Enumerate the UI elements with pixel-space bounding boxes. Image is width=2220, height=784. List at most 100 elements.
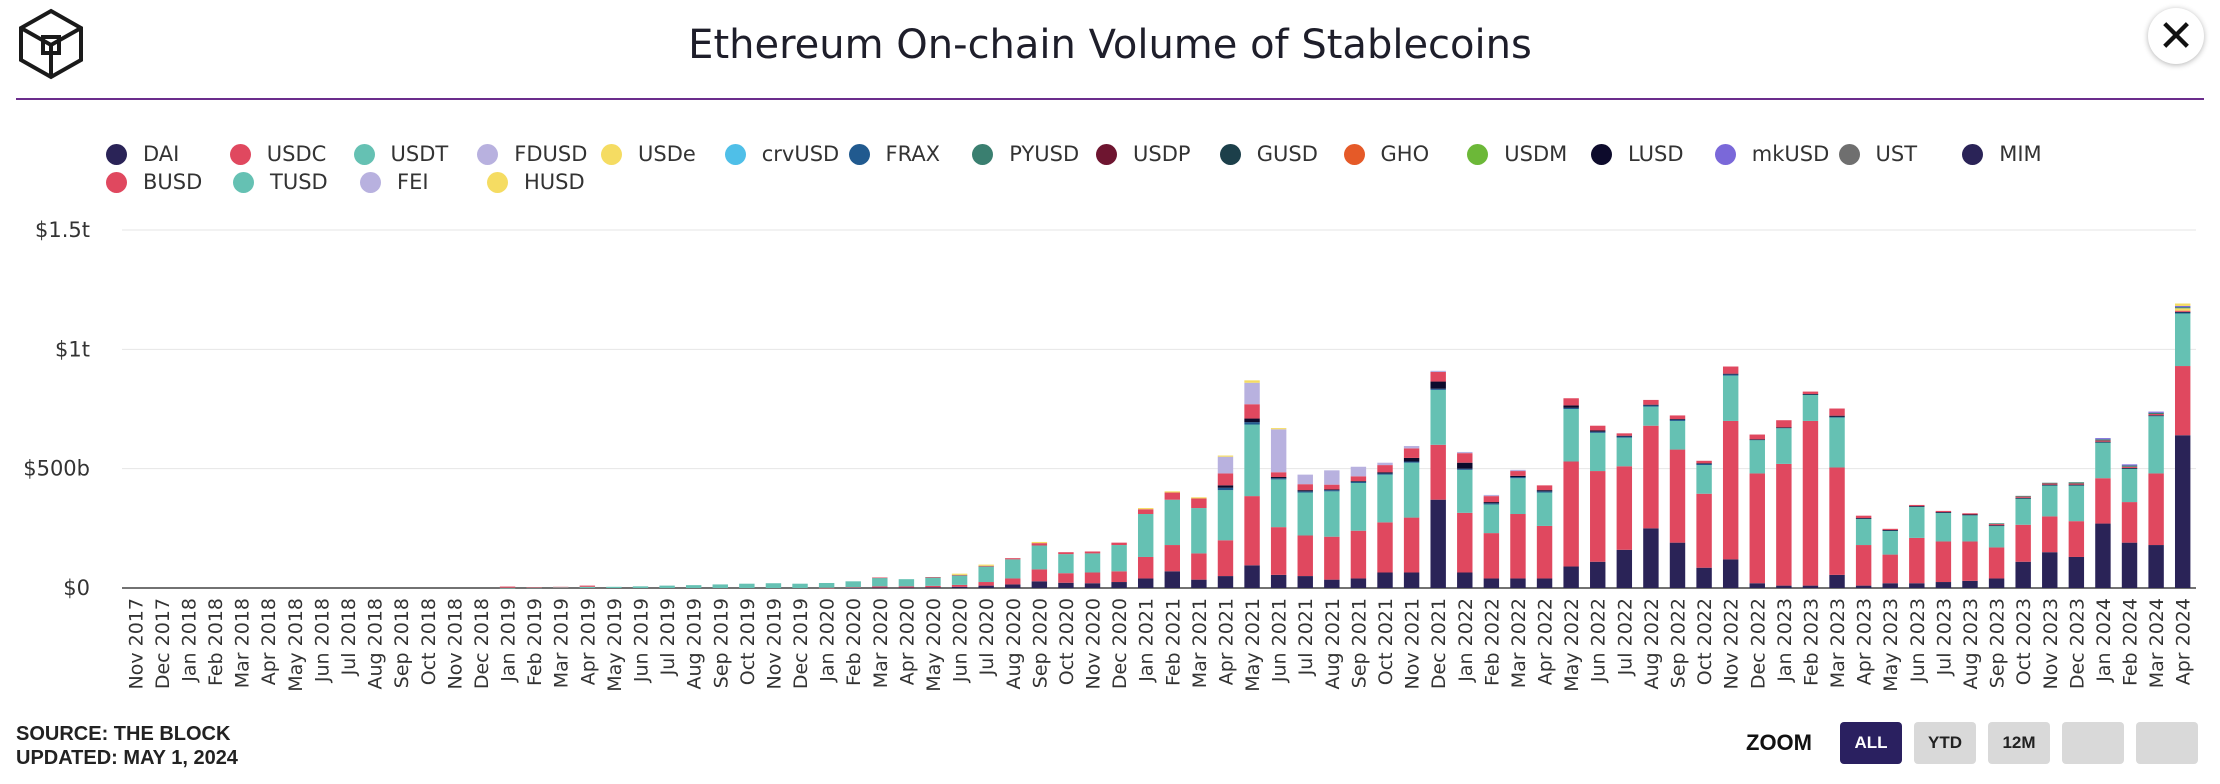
legend-item-pyusd[interactable]: PYUSD — [972, 140, 1096, 168]
bar-segment-usdc — [1802, 420, 1819, 586]
zoom-extra-button-2[interactable] — [2136, 722, 2198, 764]
legend-item-mim[interactable]: MIM — [1962, 140, 2086, 168]
bar-segment-dai — [2095, 523, 2111, 588]
x-tick-label: Jun 2019 — [631, 598, 653, 683]
bar-segment-frax — [1829, 416, 1845, 418]
bar-segment-dai — [1802, 585, 1819, 588]
bar-segment-lusd — [1324, 489, 1340, 491]
bar-segment-usdt — [1164, 499, 1180, 546]
bar-segment-usdc — [1563, 461, 1579, 567]
x-tick-label: Nov 2021 — [1402, 598, 1424, 689]
legend-item-busd[interactable]: BUSD — [106, 168, 233, 196]
bar-segment-busd — [499, 586, 516, 588]
bar-segment-usdt — [659, 585, 675, 588]
bar-segment-dai — [2121, 542, 2138, 588]
bar-segment-dai — [1164, 571, 1180, 588]
bar-segment-dai — [1058, 582, 1074, 588]
bar-segment-busd — [1669, 415, 1686, 420]
x-tick-label: Sep 2020 — [1029, 598, 1051, 688]
legend-item-usdm[interactable]: USDM — [1467, 140, 1591, 168]
bar-segment-usdc — [1749, 473, 1765, 584]
bar-segment-lusd — [1270, 477, 1287, 479]
bar-segment-usdt — [1616, 437, 1633, 467]
x-tick-label: Feb 2023 — [1800, 598, 1822, 686]
legend-item-usdc[interactable]: USDC — [229, 140, 354, 168]
x-tick-label: Mar 2022 — [1508, 598, 1530, 688]
bar-segment-usdc — [1776, 463, 1792, 586]
x-tick-label: Oct 2018 — [418, 598, 440, 685]
bar-segment-usdc — [1084, 572, 1101, 584]
x-tick-label: Nov 2018 — [444, 598, 466, 689]
bar-segment-lusd — [1855, 518, 1872, 519]
bar-segment-usdt — [1270, 479, 1287, 528]
y-tick-label: $1t — [55, 337, 90, 361]
zoom-all-button[interactable]: ALL — [1840, 722, 1902, 764]
x-tick-label: Dec 2018 — [471, 598, 493, 689]
legend-item-usdp[interactable]: USDP — [1096, 140, 1220, 168]
x-tick-label: Nov 2022 — [1721, 598, 1743, 689]
bar-segment-busd — [1244, 404, 1260, 419]
bar-segment-frax — [1590, 431, 1606, 433]
x-tick-label: Jun 2020 — [950, 598, 972, 683]
legend-label: HUSD — [524, 170, 585, 194]
bar-segment-usdt — [1909, 506, 1925, 538]
bar-segment-busd — [1483, 496, 1500, 503]
legend-item-usdt[interactable]: USDT — [353, 140, 478, 168]
bar-segment-usdc — [1111, 571, 1127, 583]
zoom-ytd-button[interactable]: YTD — [1914, 722, 1976, 764]
bar-segment-usdt — [1988, 525, 2005, 548]
bar-segment-usdt — [978, 566, 994, 583]
legend-item-fei[interactable]: FEI — [360, 168, 487, 196]
bar-segment-busd — [1909, 504, 1925, 507]
bar-segment-usdc — [1722, 420, 1739, 560]
bar-segment-fei — [1510, 469, 1526, 472]
the-block-logo[interactable] — [16, 8, 86, 80]
bar-segment-usdt — [845, 581, 861, 588]
bar-segment-busd — [925, 577, 941, 578]
bar-segment-usdc — [2148, 473, 2164, 546]
bar-segment-dai — [1457, 572, 1473, 588]
legend-item-mkusd[interactable]: mkUSD — [1714, 140, 1839, 168]
bar-segment-usdt — [1802, 394, 1819, 421]
close-button[interactable]: ✕ — [2148, 8, 2204, 64]
legend-item-tusd[interactable]: TUSD — [233, 168, 360, 196]
bar-segment-usdt — [1244, 424, 1260, 497]
legend-label: GHO — [1380, 142, 1430, 166]
bar-segment-usdc — [1643, 425, 1659, 529]
bar-segment-usdt — [1669, 420, 1686, 450]
y-tick-label: $500b — [23, 457, 90, 481]
bar-segment-frax — [1510, 477, 1526, 479]
legend-item-gusd[interactable]: GUSD — [1219, 140, 1344, 168]
x-tick-label: Mar 2021 — [1189, 598, 1211, 688]
legend-item-frax[interactable]: FRAX — [848, 140, 973, 168]
bar-segment-busd — [1776, 420, 1792, 428]
zoom-extra-button-1[interactable] — [2062, 722, 2124, 764]
bar-segment-usdc — [1855, 545, 1872, 586]
bar-segment-lusd — [1829, 415, 1845, 417]
legend-item-fdusd[interactable]: FDUSD — [477, 140, 601, 168]
legend-item-ust[interactable]: UST — [1838, 140, 1963, 168]
bar-segment-fei — [1270, 429, 1287, 473]
bar-segment-dai — [1962, 580, 1978, 588]
x-tick-label: Dec 2022 — [1747, 598, 1769, 689]
bar-segment-usdc — [978, 582, 994, 586]
x-tick-label: Feb 2024 — [2120, 598, 2142, 686]
legend-item-crvusd[interactable]: crvUSD — [724, 140, 849, 168]
legend-item-usde[interactable]: USDe — [601, 140, 725, 168]
x-tick-label: May 2019 — [604, 598, 626, 692]
zoom-12m-button[interactable]: 12M — [1988, 722, 2050, 764]
bar-segment-usdc — [1962, 541, 1978, 581]
x-tick-label: Sep 2021 — [1348, 598, 1370, 688]
bar-segment-busd — [1350, 476, 1367, 482]
legend-item-husd[interactable]: HUSD — [487, 168, 614, 196]
bar-segment-dai — [1855, 585, 1872, 588]
legend-item-gho[interactable]: GHO — [1343, 140, 1468, 168]
legend-item-lusd[interactable]: LUSD — [1591, 140, 1715, 168]
x-tick-label: Apr 2018 — [258, 598, 280, 685]
bar-segment-frax — [1270, 478, 1287, 480]
bar-segment-usdc — [898, 586, 915, 588]
bar-segment-usdt — [765, 583, 782, 588]
bar-segment-dai — [925, 587, 941, 588]
legend-item-dai[interactable]: DAI — [106, 140, 230, 168]
bar-segment-dai — [2148, 545, 2164, 588]
